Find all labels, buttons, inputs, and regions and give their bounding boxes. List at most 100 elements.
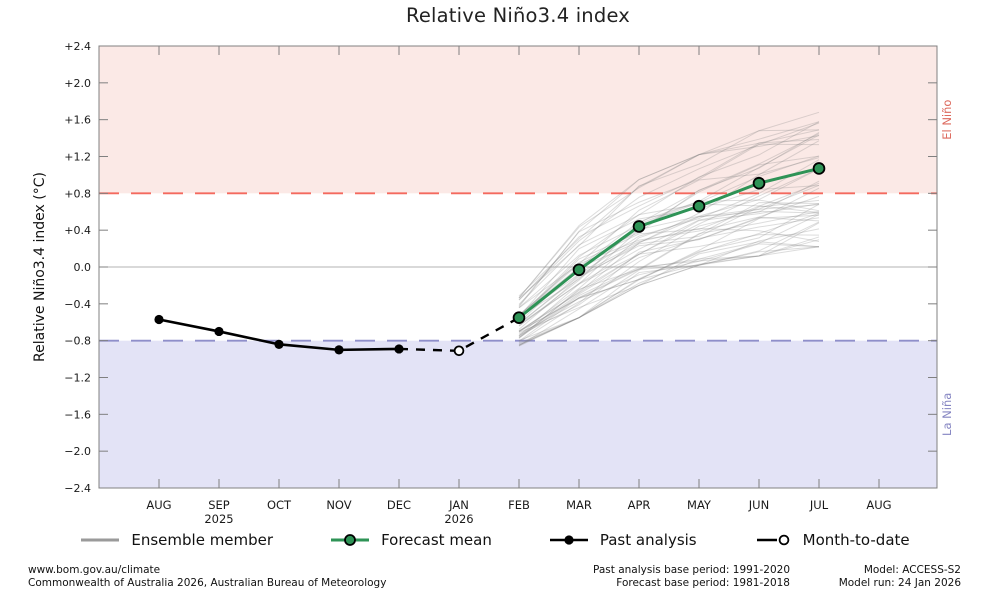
x-year-label: 2026	[444, 512, 473, 526]
legend-label-ensemble-member: Ensemble member	[131, 531, 274, 549]
ensemble-member-line	[518, 159, 820, 317]
ensemble-member-line	[518, 199, 820, 320]
y-tick-label: +0.4	[64, 224, 91, 237]
ensemble-member-line	[518, 122, 820, 301]
ensemble-member-line	[518, 203, 820, 344]
month-to-date-icon	[756, 534, 789, 546]
ensemble-member-line	[518, 246, 820, 347]
legend-item-ensemble-member: Ensemble member	[79, 531, 273, 549]
ensemble-member-line	[518, 129, 820, 297]
y-tick-label: −1.2	[64, 372, 91, 385]
footer-model: Model: ACCESS-S2	[863, 564, 961, 576]
x-tick-label: MAR	[566, 498, 592, 512]
ensemble-member-line	[518, 212, 820, 332]
ensemble-member-line	[518, 168, 820, 332]
footer-url: www.bom.gov.au/climate	[28, 564, 161, 576]
ensemble-member-line	[518, 184, 820, 325]
past-analysis-point	[394, 344, 404, 354]
footer-model-info: Model: ACCESS-S2 Model run: 24 Jan 2026	[839, 564, 961, 589]
legend: Ensemble member Forecast mean Past analy…	[0, 531, 989, 549]
forecast-mean-point	[812, 162, 826, 175]
y-tick-label: +0.8	[64, 187, 91, 200]
y-tick-label: −2.0	[64, 445, 91, 458]
ensemble-member-line	[518, 199, 820, 330]
ensemble-member-line	[518, 134, 820, 327]
y-tick-label: −0.4	[64, 298, 91, 311]
forecast-mean-line	[518, 167, 820, 319]
ensemble-member-line	[518, 221, 820, 341]
ensemble-member-line	[518, 157, 820, 316]
forecast-mean-point	[572, 263, 586, 277]
ensemble-member-line	[518, 111, 820, 308]
ensemble-member-line	[518, 211, 820, 339]
forecast-mean-series	[512, 162, 826, 324]
ensemble-member-line	[518, 182, 820, 316]
ensemble-member-line	[518, 184, 820, 318]
x-tick-label: SEP	[208, 498, 230, 512]
footer-copyright: Commonwealth of Australia 2026, Australi…	[28, 576, 387, 589]
region-labels: El Niño La Niña	[940, 100, 954, 436]
past-analysis-point	[214, 326, 224, 337]
x-tick-labels: AUG SEP OCT NOV DEC JAN FEB MAR APR MAY JUN JUL AUG 2…	[146, 498, 891, 526]
x-tick-label: DEC	[387, 498, 411, 512]
x-tick-label: JAN	[448, 498, 469, 512]
past-analysis-icon	[549, 535, 588, 545]
y-tick-label: −0.8	[64, 335, 91, 348]
ensemble-member-line	[518, 203, 820, 338]
month-to-date-line	[398, 316, 520, 353]
ensemble-member-line	[518, 140, 820, 332]
axes-frame	[98, 45, 938, 489]
ensemble-member-line	[518, 155, 820, 316]
footer-model-run: Model run: 24 Jan 2026	[838, 576, 961, 589]
ensemble-member-line	[518, 138, 820, 301]
x-tick-label: AUG	[146, 498, 171, 512]
month-to-date-point	[453, 345, 465, 357]
ensemble-member-line	[518, 135, 820, 299]
ensemble-member-line	[518, 202, 820, 347]
legend-item-month-to-date: Month-to-date	[753, 531, 910, 549]
ensemble-member-line	[518, 236, 820, 342]
x-tick-label: AUG	[866, 498, 891, 512]
el-nino-region	[99, 46, 937, 194]
ensemble-member-line	[518, 180, 820, 333]
ensemble-member-line	[518, 168, 820, 337]
x-tick-label: JUN	[748, 498, 769, 512]
footer-past-base-period: Past analysis base period: 1991-2020	[593, 564, 790, 576]
la-nina-label: La Niña	[940, 393, 954, 436]
y-tick-label: +2.4	[64, 40, 91, 53]
legend-item-past-analysis: Past analysis	[548, 531, 697, 549]
ensemble-member-line	[518, 228, 820, 346]
legend-label-month-to-date: Month-to-date	[802, 531, 910, 549]
ensemble-member-line	[518, 214, 820, 325]
ensemble-member-line	[518, 143, 820, 306]
x-tick-label: OCT	[267, 498, 292, 512]
past-analysis-point	[154, 314, 164, 325]
x-tick-label: APR	[628, 498, 651, 512]
ensemble-member-line	[518, 155, 820, 309]
month-to-date-series	[398, 316, 520, 357]
ensemble-member-line	[518, 133, 820, 318]
x-tick-label: FEB	[508, 498, 530, 512]
forecast-mean-point	[632, 220, 646, 233]
y-tick-label: −1.6	[64, 408, 91, 421]
legend-label-past-analysis: Past analysis	[599, 531, 697, 549]
past-analysis-point	[334, 345, 344, 355]
ensemble-member-line	[518, 121, 820, 305]
x-tick-label: MAY	[687, 498, 712, 512]
footer-forecast-base-period: Forecast base period: 1981-2018	[616, 576, 790, 589]
ensemble-member-line	[518, 204, 820, 327]
ensemble-member-line	[518, 121, 820, 299]
forecast-mean-point	[752, 176, 766, 190]
x-tick-label: JUL	[809, 498, 829, 512]
y-tick-labels: +2.4 +2.0 +1.6 +1.2 +0.8 +0.4 0.0 −0.4 −0.8 −1.2 −…	[64, 40, 91, 495]
ensemble-member-line	[518, 234, 820, 325]
ensemble-member-line	[518, 187, 820, 346]
ensemble-member-line	[518, 243, 820, 335]
la-nina-region	[99, 340, 937, 488]
ensemble-member-line	[518, 131, 820, 320]
el-nino-label: El Niño	[940, 100, 954, 140]
ensemble-member-line	[518, 213, 820, 339]
ensemble-member-line	[518, 217, 820, 337]
